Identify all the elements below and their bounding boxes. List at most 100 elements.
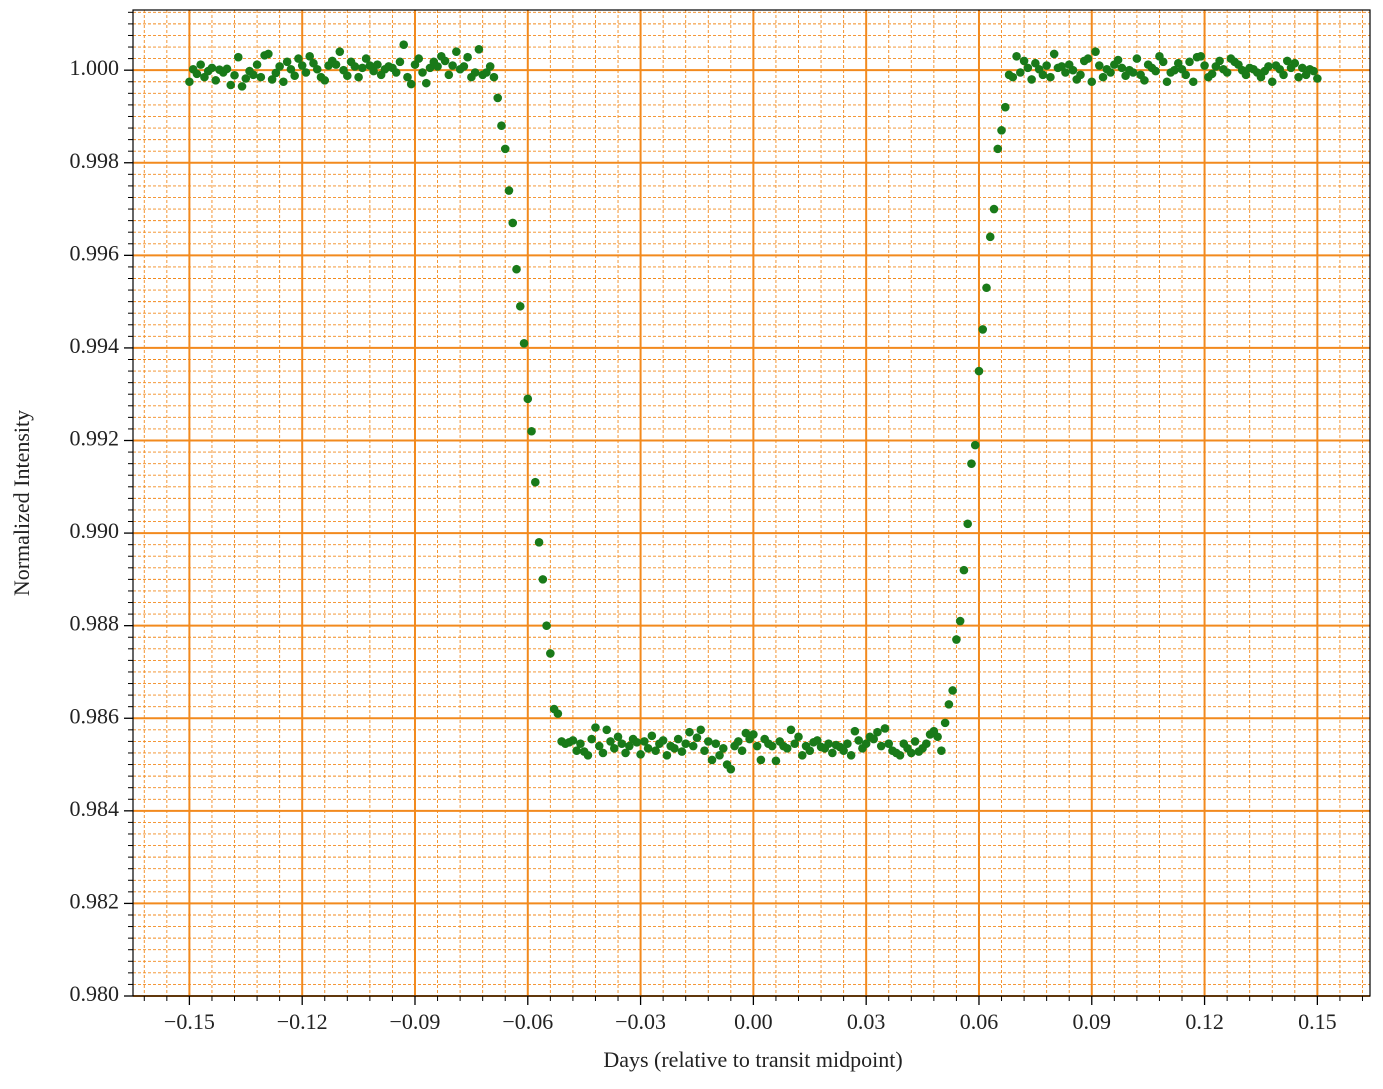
data-point	[1046, 72, 1055, 82]
data-point	[910, 737, 920, 746]
data-point	[726, 764, 736, 774]
data-point	[1282, 56, 1292, 66]
data-point	[640, 737, 649, 746]
data-point	[1012, 51, 1021, 61]
data-point	[470, 68, 480, 77]
data-point	[1061, 68, 1070, 77]
data-point	[944, 700, 954, 709]
data-point	[515, 301, 525, 311]
data-point	[673, 734, 683, 744]
data-point	[264, 49, 273, 59]
data-point	[1290, 58, 1300, 68]
x-axis-label: Days (relative to transit midpoint)	[603, 1047, 902, 1072]
data-point	[1313, 74, 1322, 83]
data-point	[843, 739, 852, 749]
data-point	[978, 325, 988, 334]
data-point	[196, 60, 205, 69]
x-tick-label: −0.06	[502, 1009, 553, 1034]
data-point	[707, 755, 717, 765]
data-point	[613, 732, 623, 742]
data-point	[602, 725, 612, 735]
data-point	[267, 75, 277, 84]
data-point	[794, 732, 803, 742]
data-point	[523, 394, 533, 404]
y-axis-label: Normalized Intensity	[9, 410, 34, 596]
data-point	[1113, 55, 1123, 65]
data-point	[531, 477, 540, 487]
data-point	[576, 739, 585, 749]
data-point	[301, 68, 311, 77]
data-point	[850, 726, 860, 736]
data-point	[873, 727, 882, 737]
data-point	[474, 45, 484, 54]
data-point	[587, 734, 597, 744]
data-point	[606, 737, 615, 746]
data-point	[1091, 47, 1100, 56]
data-point	[497, 121, 506, 131]
data-point	[594, 741, 604, 751]
data-point	[568, 736, 578, 745]
x-tick-label: −0.15	[164, 1009, 215, 1034]
data-point	[955, 616, 965, 626]
data-point	[906, 748, 916, 758]
data-point	[828, 748, 837, 758]
data-point	[546, 649, 555, 658]
data-point	[948, 686, 957, 695]
data-point	[970, 440, 980, 450]
data-point	[609, 744, 619, 753]
x-tick-label: 0.15	[1298, 1009, 1337, 1034]
data-point	[974, 366, 984, 376]
data-point	[279, 77, 288, 87]
data-point	[719, 744, 728, 753]
data-point	[493, 93, 503, 103]
data-point	[1098, 72, 1108, 82]
data-point	[343, 71, 352, 81]
data-point	[361, 54, 371, 63]
data-point	[440, 56, 450, 66]
data-point	[933, 732, 942, 742]
data-point	[598, 748, 608, 758]
x-tick-label: −0.03	[615, 1009, 666, 1034]
data-point	[1083, 54, 1093, 63]
x-tick-label: −0.12	[277, 1009, 328, 1034]
data-point	[1094, 61, 1104, 70]
data-point	[771, 756, 781, 766]
data-point	[252, 60, 262, 69]
data-point	[854, 736, 863, 745]
data-point	[459, 62, 469, 71]
data-point	[1027, 75, 1036, 84]
data-point	[572, 746, 581, 755]
data-point	[937, 746, 946, 755]
data-point	[1200, 61, 1209, 70]
y-tick-label: 0.992	[70, 426, 120, 451]
data-point	[1128, 68, 1138, 77]
data-point	[583, 750, 593, 760]
data-point	[591, 723, 600, 732]
data-point	[749, 730, 758, 739]
data-point	[985, 232, 995, 242]
data-point	[1106, 68, 1115, 77]
data-point	[861, 739, 871, 749]
data-point	[1298, 63, 1307, 73]
data-point	[489, 72, 499, 82]
data-point	[959, 565, 969, 575]
axes: −0.15 −0.12 −0.09 −0.06 −0.03 0.00 0.03 0.06 0.0…	[70, 11, 1363, 1034]
data-point	[320, 76, 330, 85]
data-point	[895, 750, 905, 760]
data-point	[399, 40, 409, 50]
data-point	[1196, 51, 1206, 61]
data-point	[805, 746, 815, 755]
data-point	[839, 746, 848, 755]
data-point	[350, 62, 360, 71]
data-point	[1279, 70, 1288, 80]
data-point	[711, 739, 721, 749]
data-point	[621, 748, 630, 758]
data-point	[448, 61, 457, 70]
data-point	[797, 750, 807, 760]
data-point	[1162, 77, 1172, 87]
data-point	[1185, 57, 1194, 67]
data-point	[752, 741, 762, 751]
data-point	[700, 746, 709, 755]
data-point	[643, 744, 653, 753]
x-tick-label: 0.12	[1185, 1009, 1224, 1034]
